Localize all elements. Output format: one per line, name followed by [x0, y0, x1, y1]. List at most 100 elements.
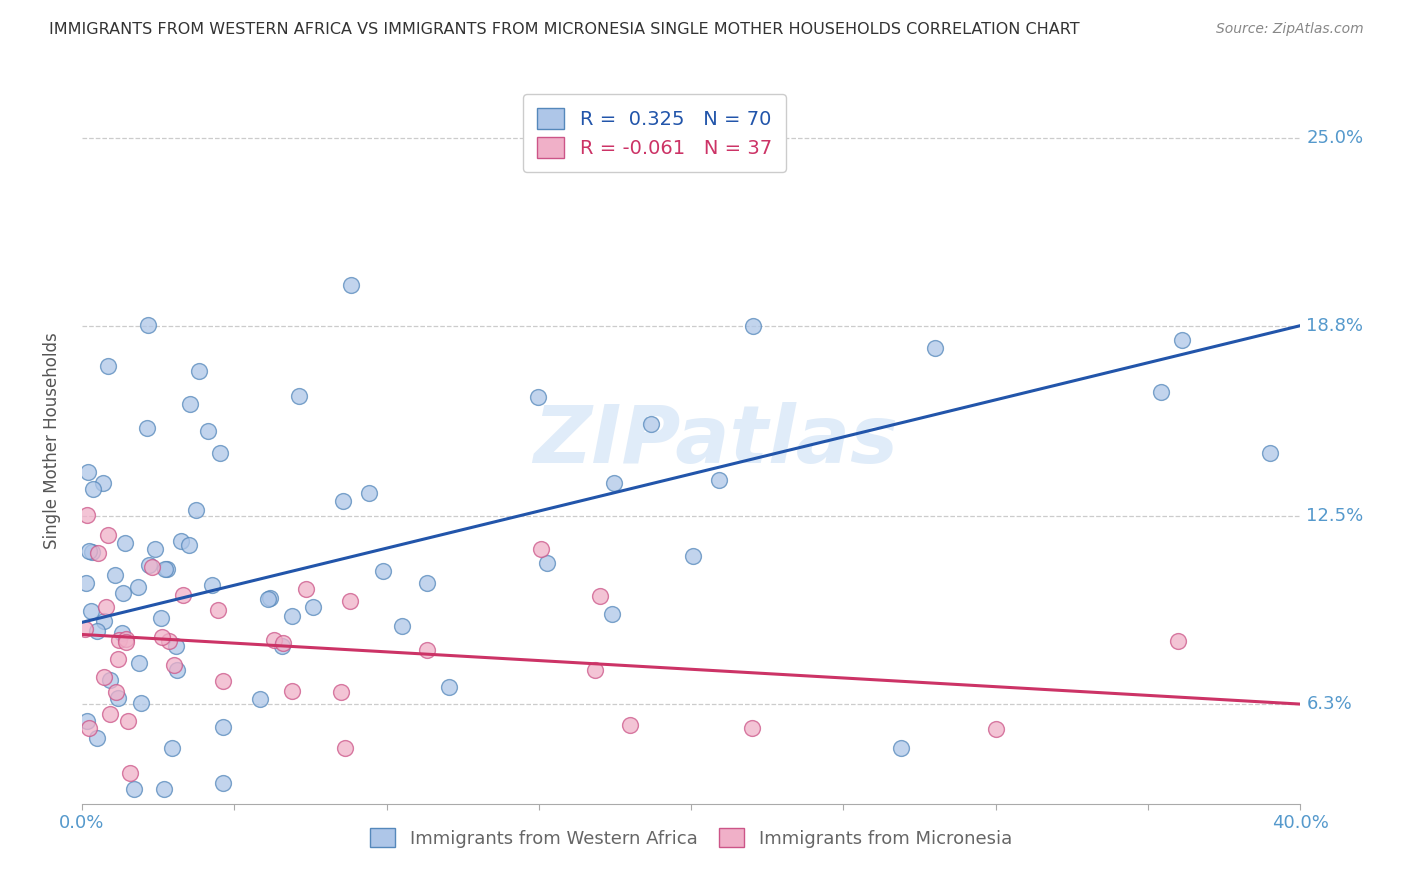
- Point: [153, 781, 176, 796]
- Point: [1150, 385, 1173, 400]
- Point: [281, 608, 304, 623]
- Point: [80, 604, 103, 618]
- Point: [127, 580, 149, 594]
- Point: [259, 591, 281, 605]
- Point: [1171, 333, 1194, 347]
- Point: [93, 670, 115, 684]
- Point: [79, 721, 101, 735]
- Point: [170, 533, 193, 548]
- Point: [416, 575, 439, 590]
- Point: [890, 740, 912, 755]
- Point: [530, 542, 553, 557]
- Point: [707, 473, 730, 487]
- Point: [186, 503, 208, 517]
- Point: [124, 781, 146, 796]
- Point: [87, 546, 110, 560]
- Point: [172, 588, 194, 602]
- Point: [104, 684, 127, 698]
- Point: [138, 558, 160, 573]
- Point: [75, 576, 97, 591]
- Point: [271, 636, 294, 650]
- Point: [111, 626, 134, 640]
- Point: [86, 731, 108, 745]
- Point: [588, 589, 610, 603]
- Point: [136, 318, 159, 333]
- Point: [129, 696, 152, 710]
- Point: [143, 542, 166, 557]
- Point: [741, 721, 763, 735]
- Point: [97, 528, 120, 542]
- Point: [294, 582, 316, 596]
- Point: [212, 721, 235, 735]
- Text: 25.0%: 25.0%: [1306, 129, 1364, 147]
- Point: [86, 624, 108, 638]
- Point: [111, 586, 134, 600]
- Point: [188, 364, 211, 378]
- Point: [536, 557, 558, 571]
- Point: [583, 663, 606, 677]
- Point: [107, 652, 129, 666]
- Point: [416, 643, 439, 657]
- Point: [212, 776, 235, 790]
- Point: [357, 486, 380, 500]
- Point: [600, 607, 623, 622]
- Point: [107, 690, 129, 705]
- Point: [141, 559, 163, 574]
- Point: [82, 545, 104, 559]
- Point: [118, 765, 141, 780]
- Text: IMMIGRANTS FROM WESTERN AFRICA VS IMMIGRANTS FROM MICRONESIA SINGLE MOTHER HOUSE: IMMIGRANTS FROM WESTERN AFRICA VS IMMIGR…: [49, 22, 1080, 37]
- Point: [339, 594, 361, 608]
- Text: 12.5%: 12.5%: [1306, 508, 1364, 525]
- Point: [179, 539, 201, 553]
- Point: [924, 341, 946, 355]
- Point: [98, 706, 121, 721]
- Point: [984, 723, 1007, 737]
- Point: [128, 656, 150, 670]
- Point: [162, 658, 184, 673]
- Point: [94, 599, 117, 614]
- Text: Source: ZipAtlas.com: Source: ZipAtlas.com: [1216, 22, 1364, 37]
- Text: 18.8%: 18.8%: [1306, 317, 1364, 334]
- Point: [76, 714, 98, 728]
- Point: [288, 388, 311, 402]
- Point: [619, 718, 641, 732]
- Point: [166, 663, 188, 677]
- Point: [201, 578, 224, 592]
- Point: [682, 549, 704, 564]
- Point: [152, 630, 174, 644]
- Point: [135, 421, 157, 435]
- Point: [197, 425, 219, 439]
- Point: [333, 740, 356, 755]
- Point: [640, 417, 662, 432]
- Point: [263, 632, 285, 647]
- Point: [302, 599, 325, 614]
- Point: [91, 475, 114, 490]
- Point: [211, 673, 233, 688]
- Point: [117, 714, 139, 728]
- Point: [271, 640, 294, 654]
- Point: [108, 632, 131, 647]
- Point: [114, 632, 136, 646]
- Point: [97, 359, 120, 373]
- Point: [157, 634, 180, 648]
- Point: [153, 562, 176, 576]
- Point: [742, 319, 765, 334]
- Text: 6.3%: 6.3%: [1306, 695, 1353, 713]
- Point: [1167, 634, 1189, 648]
- Point: [98, 673, 121, 688]
- Point: [257, 591, 280, 606]
- Point: [527, 390, 550, 404]
- Point: [371, 564, 394, 578]
- Point: [340, 278, 363, 293]
- Point: [165, 639, 187, 653]
- Point: [76, 465, 98, 479]
- Text: ZIPatlas: ZIPatlas: [533, 401, 898, 480]
- Point: [79, 544, 101, 558]
- Point: [149, 611, 172, 625]
- Point: [93, 615, 115, 629]
- Point: [602, 475, 624, 490]
- Point: [104, 568, 127, 582]
- Point: [82, 483, 104, 497]
- Point: [1258, 445, 1281, 459]
- Point: [114, 536, 136, 550]
